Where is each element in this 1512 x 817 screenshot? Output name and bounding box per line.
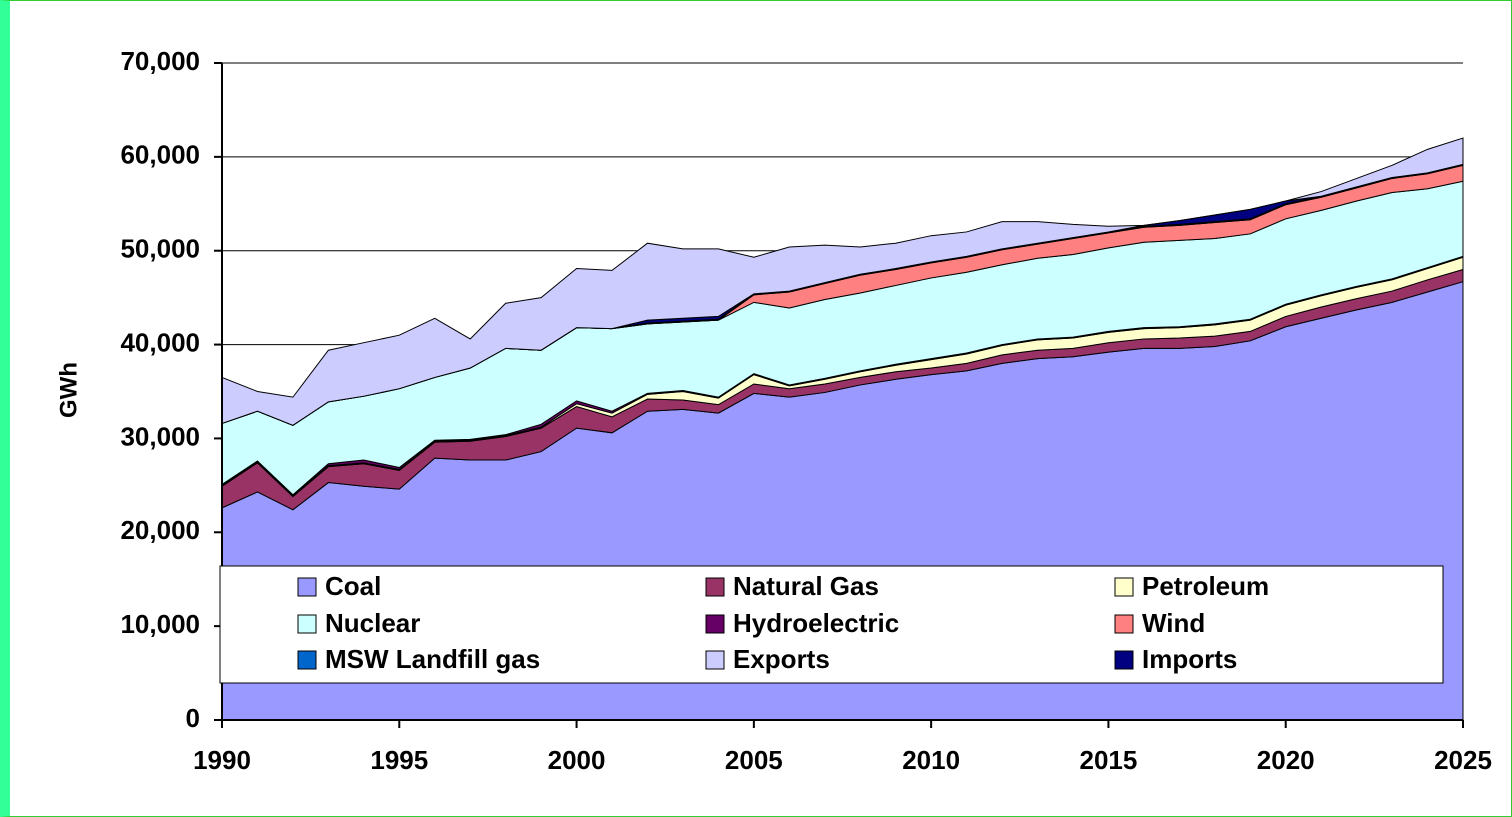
legend-label: Natural Gas xyxy=(733,571,879,601)
y-tick-label: 0 xyxy=(186,703,200,733)
legend-swatch xyxy=(1114,614,1134,634)
legend-label: Hydroelectric xyxy=(733,608,899,638)
legend-box xyxy=(219,565,1444,684)
legend-label: MSW Landfill gas xyxy=(325,644,540,674)
area xyxy=(221,137,1464,426)
x-tick-label: 2000 xyxy=(548,745,606,775)
y-tick-label: 50,000 xyxy=(120,234,200,264)
legend-label: Petroleum xyxy=(1142,571,1269,601)
y-tick-label: 20,000 xyxy=(120,515,200,545)
x-tick-label: 2015 xyxy=(1080,745,1138,775)
legend-swatch xyxy=(297,614,317,634)
legend-label: Exports xyxy=(733,644,830,674)
legend-swatch xyxy=(705,650,725,670)
y-tick-label: 40,000 xyxy=(120,327,200,357)
x-tick-label: 2010 xyxy=(902,745,960,775)
x-tick-label: 2025 xyxy=(1434,745,1492,775)
x-tick-label: 2005 xyxy=(725,745,783,775)
legend-swatch xyxy=(705,577,725,597)
legend-swatch xyxy=(1114,650,1134,670)
y-tick-label: 10,000 xyxy=(120,609,200,639)
legend-label: Imports xyxy=(1142,644,1237,674)
y-tick-label: 60,000 xyxy=(120,140,200,170)
legend-label: Coal xyxy=(325,571,381,601)
legend-swatch xyxy=(705,614,725,634)
x-tick-label: 1990 xyxy=(193,745,251,775)
x-tick-label: 1995 xyxy=(370,745,428,775)
y-tick-label: 70,000 xyxy=(120,46,200,76)
legend-label: Wind xyxy=(1142,608,1205,638)
legend-label: Nuclear xyxy=(325,608,420,638)
legend-swatch xyxy=(297,650,317,670)
y-tick-label: 30,000 xyxy=(120,421,200,451)
y-axis-label: GWh xyxy=(55,362,82,418)
legend-swatch xyxy=(1114,577,1134,597)
x-tick-label: 2020 xyxy=(1257,745,1315,775)
legend-swatch xyxy=(297,577,317,597)
